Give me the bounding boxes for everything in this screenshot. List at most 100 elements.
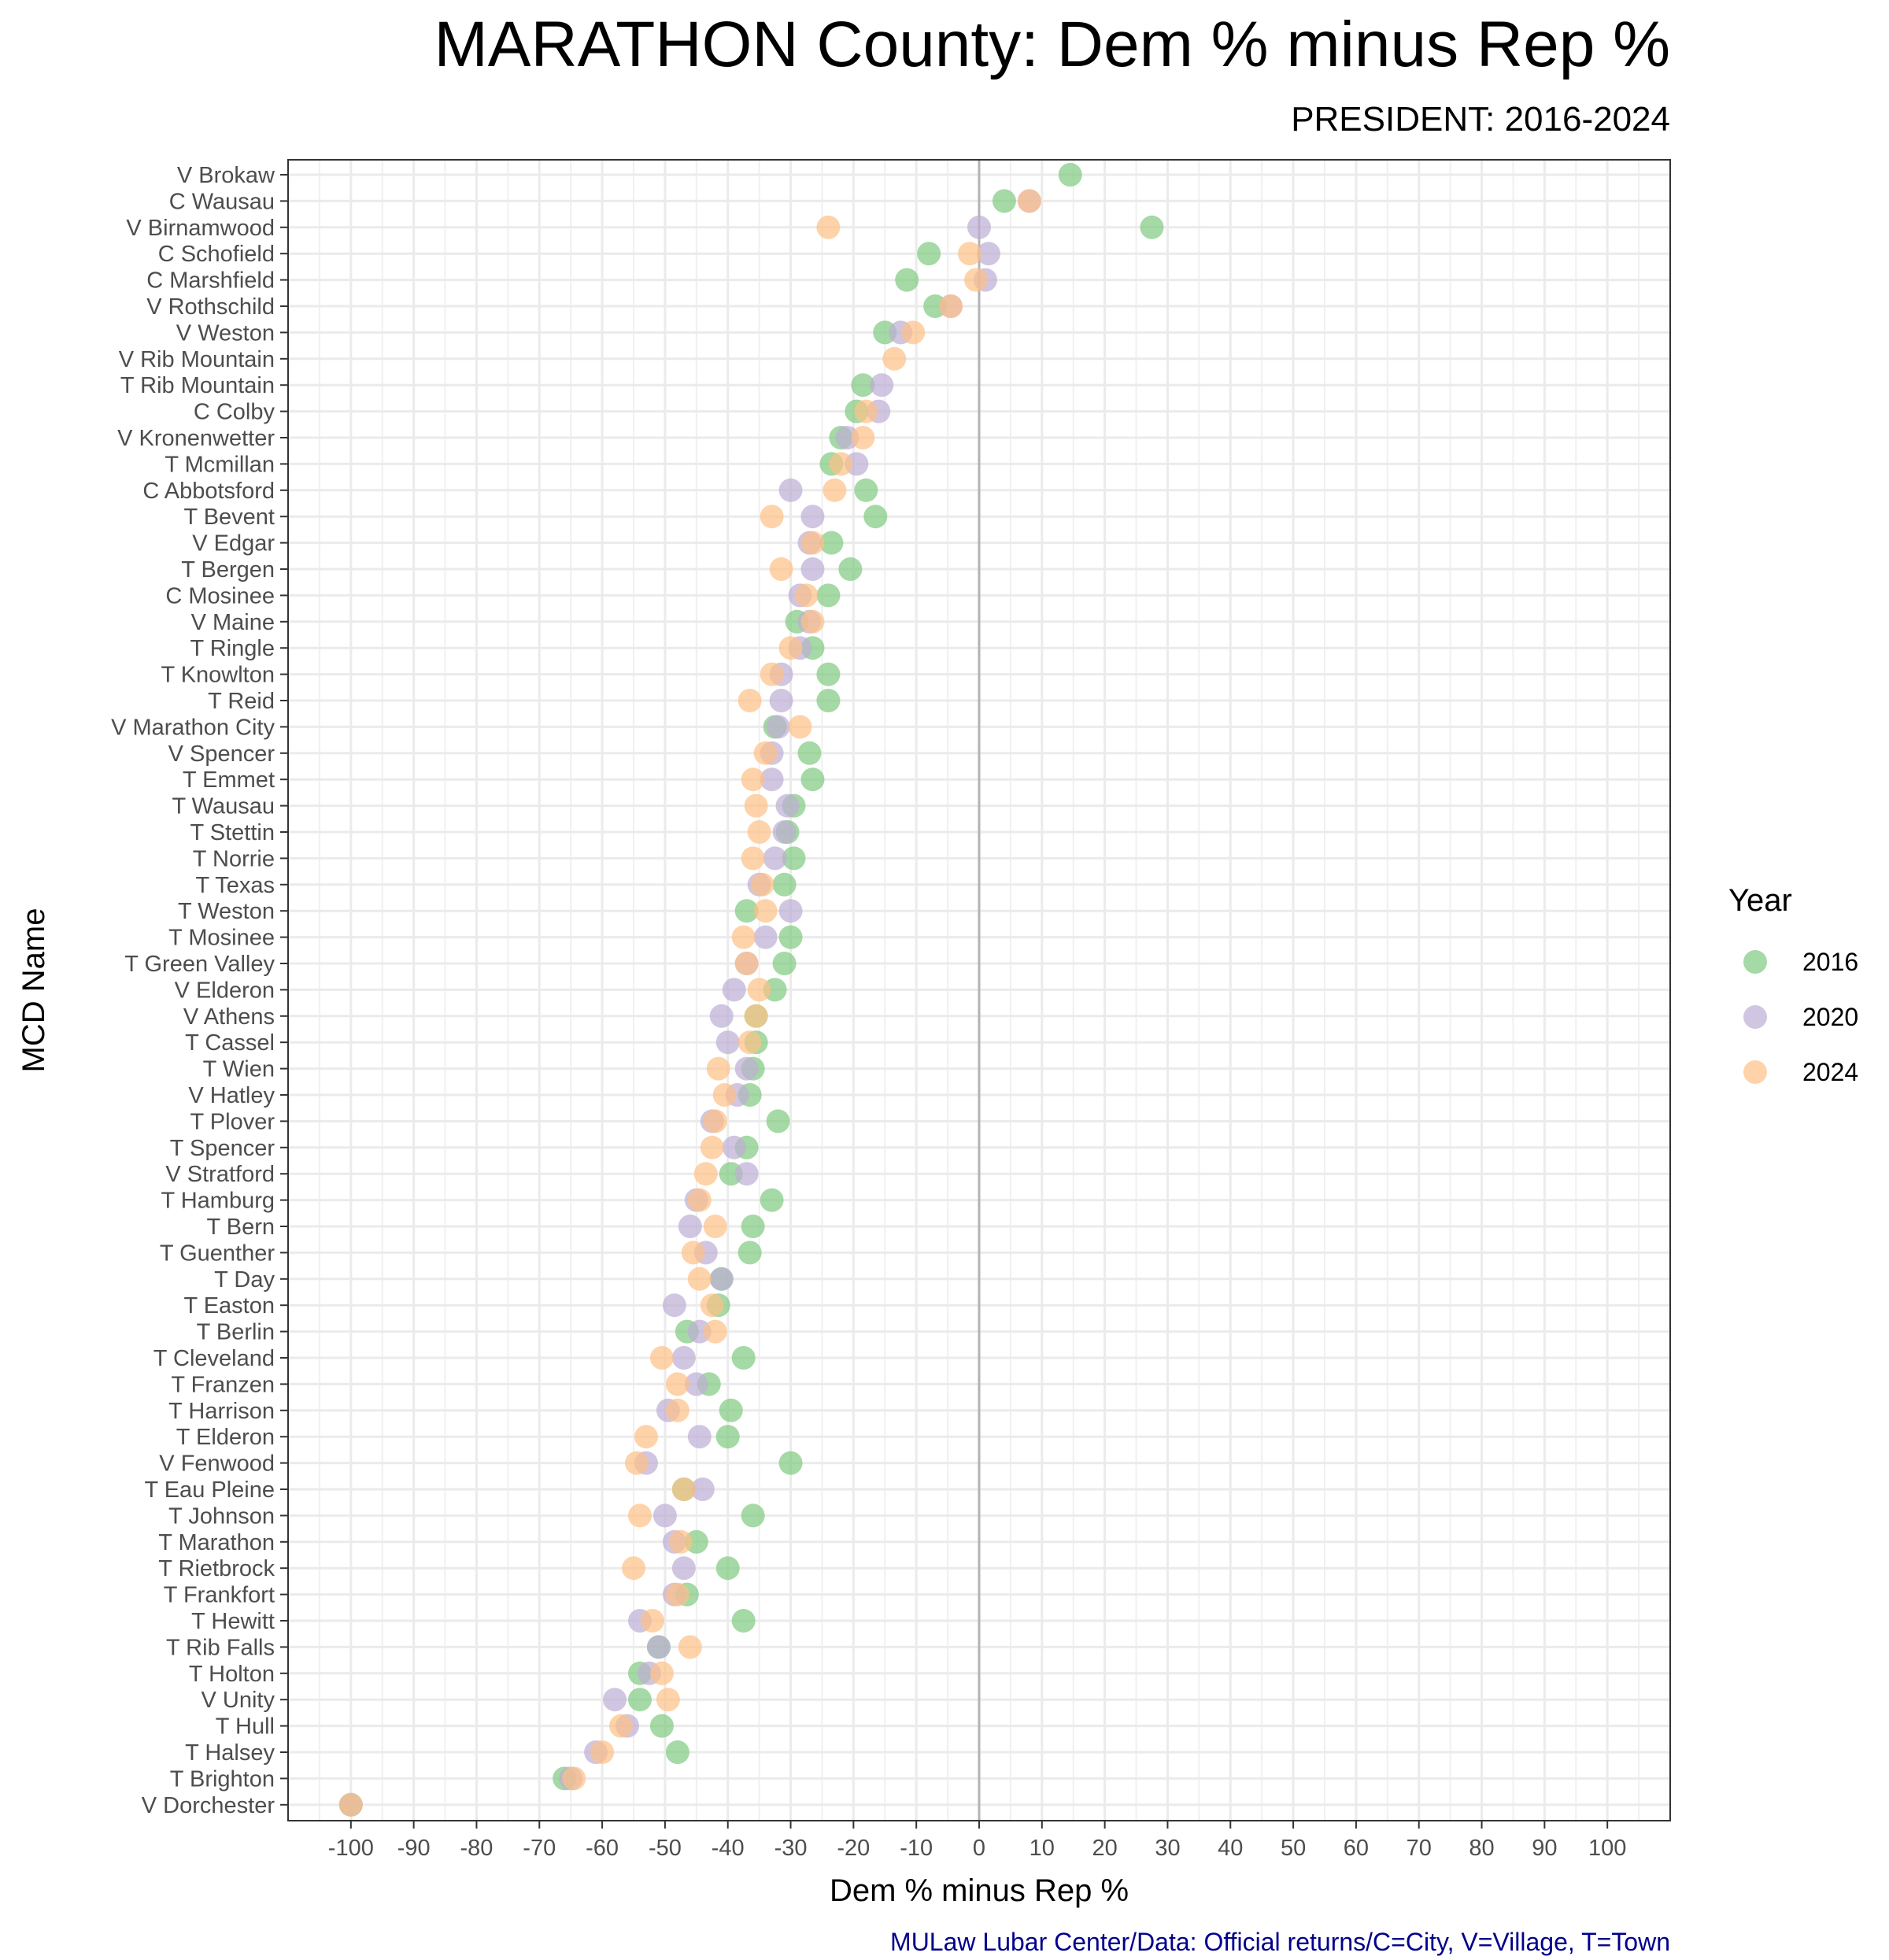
point-2024-t-mosinee — [731, 925, 756, 949]
point-2016-t-bern — [741, 1215, 765, 1238]
y-tick-label: V Hatley — [188, 1083, 275, 1108]
legend-key-2020 — [1743, 1005, 1767, 1029]
point-2016-t-guenther — [737, 1241, 762, 1265]
x-tick-label: 80 — [1469, 1836, 1494, 1861]
point-2016-c-mosinee — [816, 583, 841, 608]
x-axis: -100 -90 -80 -70 -60 -50 -40 -30 -20 -10 0 10 20 30 40… — [328, 1821, 1626, 1861]
point-2024-v-spencer — [753, 741, 778, 765]
y-tick-label: T Reid — [208, 689, 275, 714]
y-tick-label: T Easton — [183, 1293, 275, 1318]
y-tick-label: T Mosinee — [168, 926, 275, 951]
point-2016-t-texas — [772, 872, 797, 897]
x-tick-label: -40 — [712, 1836, 745, 1861]
point-2024-t-green-valley — [734, 952, 759, 975]
point-2016-v-brokaw — [1058, 163, 1082, 187]
x-tick-label: -100 — [328, 1836, 374, 1861]
point-2024-t-bern — [703, 1215, 727, 1238]
y-tick-label: T Marathon — [158, 1530, 275, 1555]
point-2016-v-unity — [627, 1688, 652, 1712]
y-tick-label: V Weston — [176, 320, 275, 346]
point-2016-v-fenwood — [778, 1451, 803, 1475]
point-2020-t-elderon — [687, 1425, 712, 1449]
point-2016-t-cleveland — [731, 1346, 756, 1370]
y-tick-label: T Johnson — [168, 1503, 275, 1529]
legend: Year 2016 2020 2024 — [1728, 883, 1858, 1086]
point-2024-t-rib-falls — [678, 1635, 702, 1659]
x-tick-label: 70 — [1407, 1836, 1432, 1861]
chart-subtitle: PRESIDENT: 2016-2024 — [1291, 100, 1670, 139]
point-2016-t-hamburg — [760, 1188, 784, 1212]
point-2020-t-mosinee — [753, 925, 778, 949]
x-tick-label: -10 — [900, 1836, 933, 1861]
x-tick-label: 60 — [1344, 1836, 1369, 1861]
point-2024-t-hamburg — [687, 1188, 712, 1212]
y-tick-label: T Bern — [206, 1215, 275, 1240]
point-2020-v-birnamwood — [967, 215, 991, 239]
point-2024-t-easton — [700, 1293, 724, 1318]
y-tick-label: T Holton — [189, 1662, 275, 1687]
point-2024-c-schofield — [958, 242, 982, 266]
point-2024-t-bergen — [769, 557, 793, 581]
point-2024-t-franzen — [665, 1372, 689, 1396]
point-2024-v-unity — [656, 1688, 680, 1712]
point-2024-t-knowlton — [760, 662, 784, 686]
x-tick-label: 10 — [1030, 1836, 1055, 1861]
x-tick-label: -50 — [649, 1836, 682, 1861]
x-tick-label: -90 — [397, 1836, 431, 1861]
legend-key-2024 — [1743, 1060, 1767, 1084]
y-tick-label: V Maine — [191, 610, 275, 635]
point-2024-t-wausau — [744, 793, 768, 818]
x-tick-label: -30 — [774, 1836, 808, 1861]
point-2020-v-stratford — [734, 1162, 759, 1186]
point-2024-t-hewitt — [640, 1609, 664, 1633]
y-tick-label: T Hull — [216, 1714, 275, 1740]
point-2024-v-edgar — [800, 531, 825, 555]
y-tick-label: V Dorchester — [142, 1793, 275, 1818]
x-tick-label: 50 — [1281, 1836, 1306, 1861]
y-tick-label: C Wausau — [169, 189, 275, 214]
point-2024-t-johnson — [627, 1503, 652, 1528]
y-tick-label: T Brighton — [170, 1766, 275, 1792]
y-tick-label: T Berlin — [197, 1320, 275, 1345]
y-tick-label: T Hewitt — [191, 1609, 275, 1634]
point-2024-t-cassel — [737, 1030, 762, 1055]
point-2024-t-ringle — [778, 636, 803, 660]
point-2020-c-schofield — [976, 242, 1000, 266]
point-2016-v-edgar — [819, 531, 844, 555]
x-tick-label: -20 — [837, 1836, 870, 1861]
y-tick-label: V Kronenwetter — [117, 426, 275, 451]
point-2024-t-harrison — [665, 1398, 689, 1422]
point-2024-v-dorchester — [338, 1792, 363, 1817]
point-2016-t-halsey — [665, 1740, 689, 1764]
chart-title: MARATHON County: Dem % minus Rep % — [434, 9, 1670, 80]
point-2024-t-bevent — [760, 505, 784, 529]
point-2024-t-stettin — [747, 820, 771, 844]
y-tick-label: T Emmet — [183, 767, 275, 793]
y-tick-label: V Fenwood — [159, 1452, 275, 1477]
point-2016-t-bergen — [838, 557, 863, 581]
point-2016-t-rib-mountain — [851, 373, 875, 398]
point-2024-t-reid — [737, 689, 762, 712]
y-tick-label: T Halsey — [185, 1740, 275, 1766]
point-2024-t-texas — [750, 872, 774, 897]
point-2024-v-athens — [744, 1004, 768, 1028]
y-tick-label: V Edgar — [192, 531, 275, 557]
point-2024-t-mcmillan — [829, 452, 853, 476]
point-2024-t-frankfort — [665, 1582, 689, 1607]
point-2024-v-marathon-city — [788, 715, 812, 739]
y-tick-label: T Spencer — [170, 1136, 275, 1161]
x-tick-label: 100 — [1588, 1836, 1626, 1861]
point-2024-t-holton — [649, 1661, 674, 1685]
y-tick-label: T Frankfort — [164, 1583, 275, 1608]
point-2016-t-hewitt — [731, 1609, 756, 1633]
point-2020-t-wien — [734, 1056, 759, 1081]
point-2024-c-abbotsford — [823, 478, 847, 502]
point-2024-t-marathon — [668, 1529, 693, 1554]
y-tick-label: T Cassel — [185, 1030, 275, 1056]
y-tick-label: T Day — [214, 1267, 275, 1292]
point-2024-v-birnamwood — [816, 215, 841, 239]
point-2016-t-elderon — [715, 1425, 740, 1449]
point-2020-t-bern — [678, 1215, 702, 1238]
point-2016-t-plover — [766, 1109, 790, 1133]
